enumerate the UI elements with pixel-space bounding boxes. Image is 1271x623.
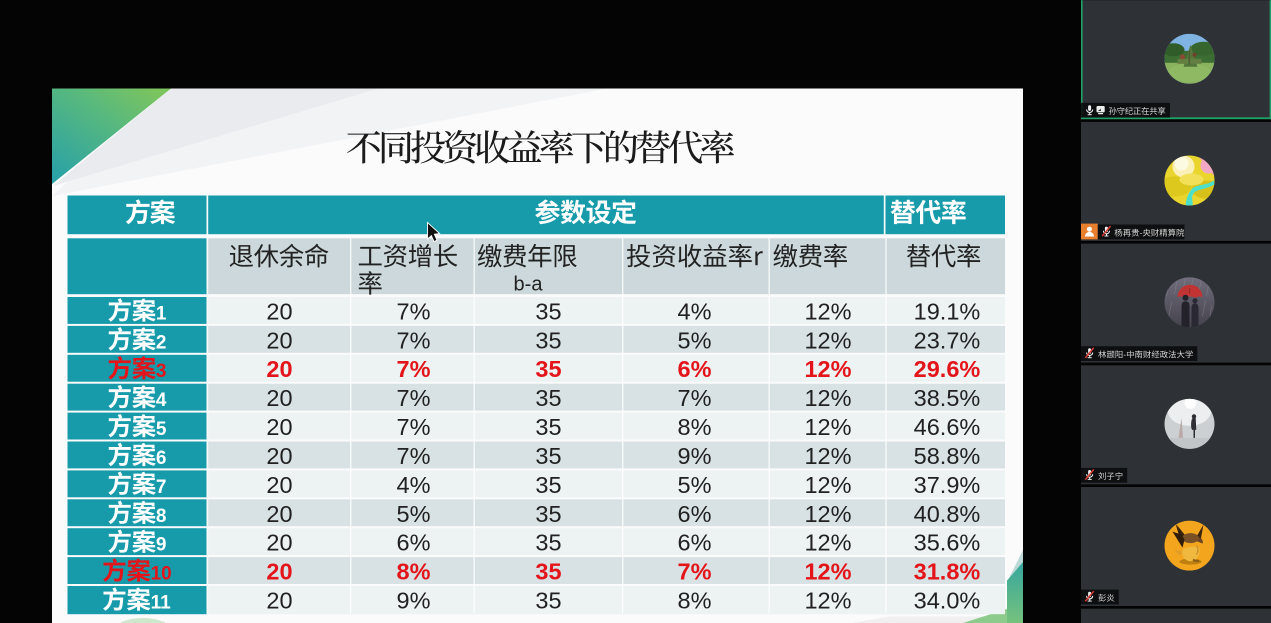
svg-text:12%: 12% (804, 559, 851, 585)
svg-text:35: 35 (535, 559, 561, 585)
svg-text:20: 20 (266, 327, 292, 353)
svg-text:12%: 12% (804, 588, 851, 614)
svg-text:7%: 7% (397, 414, 431, 440)
svg-text:8%: 8% (678, 588, 712, 614)
svg-text:6%: 6% (678, 501, 712, 527)
svg-text:38.5%: 38.5% (914, 385, 981, 411)
svg-text:20: 20 (266, 501, 292, 527)
svg-text:20: 20 (266, 472, 292, 498)
svg-text:35.6%: 35.6% (914, 530, 981, 556)
svg-text:12%: 12% (804, 356, 851, 382)
svg-text:12%: 12% (804, 443, 851, 469)
svg-text:9: 9 (156, 535, 167, 556)
svg-text:5%: 5% (678, 472, 712, 498)
svg-text:1: 1 (156, 303, 167, 324)
svg-text:7%: 7% (397, 443, 431, 469)
svg-text:35: 35 (535, 327, 561, 353)
svg-text:12%: 12% (804, 298, 851, 324)
svg-text:20: 20 (266, 443, 292, 469)
svg-text:20: 20 (266, 298, 292, 324)
svg-text:8%: 8% (678, 414, 712, 440)
svg-text:35: 35 (535, 385, 561, 411)
svg-text:12%: 12% (804, 327, 851, 353)
svg-text:8: 8 (156, 506, 167, 527)
svg-text:40.8%: 40.8% (914, 501, 981, 527)
svg-text:9%: 9% (397, 588, 431, 614)
svg-text:12%: 12% (804, 501, 851, 527)
svg-text:7: 7 (156, 477, 167, 498)
svg-text:10: 10 (151, 564, 172, 585)
svg-text:5%: 5% (397, 501, 431, 527)
svg-text:20: 20 (266, 356, 292, 382)
svg-text:19.1%: 19.1% (914, 298, 981, 324)
svg-text:9%: 9% (678, 443, 712, 469)
svg-text:20: 20 (266, 414, 292, 440)
svg-text:3: 3 (156, 361, 167, 382)
svg-text:12%: 12% (804, 385, 851, 411)
svg-text:7%: 7% (678, 559, 712, 585)
svg-text:4: 4 (156, 390, 167, 411)
svg-text:37.9%: 37.9% (914, 472, 981, 498)
svg-text:4%: 4% (678, 298, 712, 324)
svg-text:8%: 8% (397, 559, 431, 585)
svg-text:6: 6 (156, 448, 167, 469)
svg-text:4%: 4% (397, 472, 431, 498)
svg-text:7%: 7% (397, 298, 431, 324)
svg-text:35: 35 (535, 356, 561, 382)
svg-text:6%: 6% (678, 530, 712, 556)
svg-text:35: 35 (535, 588, 561, 614)
svg-text:35: 35 (535, 530, 561, 556)
svg-text:12%: 12% (804, 530, 851, 556)
svg-text:12%: 12% (804, 414, 851, 440)
svg-text:20: 20 (266, 530, 292, 556)
svg-text:5: 5 (156, 419, 167, 440)
svg-text:5%: 5% (678, 327, 712, 353)
svg-text:12%: 12% (804, 472, 851, 498)
svg-text:35: 35 (535, 472, 561, 498)
svg-text:b-a: b-a (514, 274, 544, 296)
svg-text:7%: 7% (678, 385, 712, 411)
svg-text:58.8%: 58.8% (914, 443, 981, 469)
svg-text:7%: 7% (397, 327, 431, 353)
svg-text:35: 35 (535, 443, 561, 469)
svg-text:7%: 7% (397, 385, 431, 411)
svg-text:11: 11 (151, 593, 172, 614)
svg-text:35: 35 (535, 501, 561, 527)
svg-text:34.0%: 34.0% (914, 588, 981, 614)
svg-text:2: 2 (156, 332, 167, 353)
svg-text:20: 20 (266, 559, 292, 585)
svg-text:35: 35 (535, 298, 561, 324)
svg-text:31.8%: 31.8% (914, 559, 981, 585)
svg-text:29.6%: 29.6% (914, 356, 981, 382)
svg-text:35: 35 (535, 414, 561, 440)
svg-text:6%: 6% (397, 530, 431, 556)
svg-text:7%: 7% (397, 356, 431, 382)
svg-text:46.6%: 46.6% (914, 414, 981, 440)
svg-text:20: 20 (266, 588, 292, 614)
svg-text:6%: 6% (678, 356, 712, 382)
svg-text:23.7%: 23.7% (914, 327, 981, 353)
svg-text:20: 20 (266, 385, 292, 411)
